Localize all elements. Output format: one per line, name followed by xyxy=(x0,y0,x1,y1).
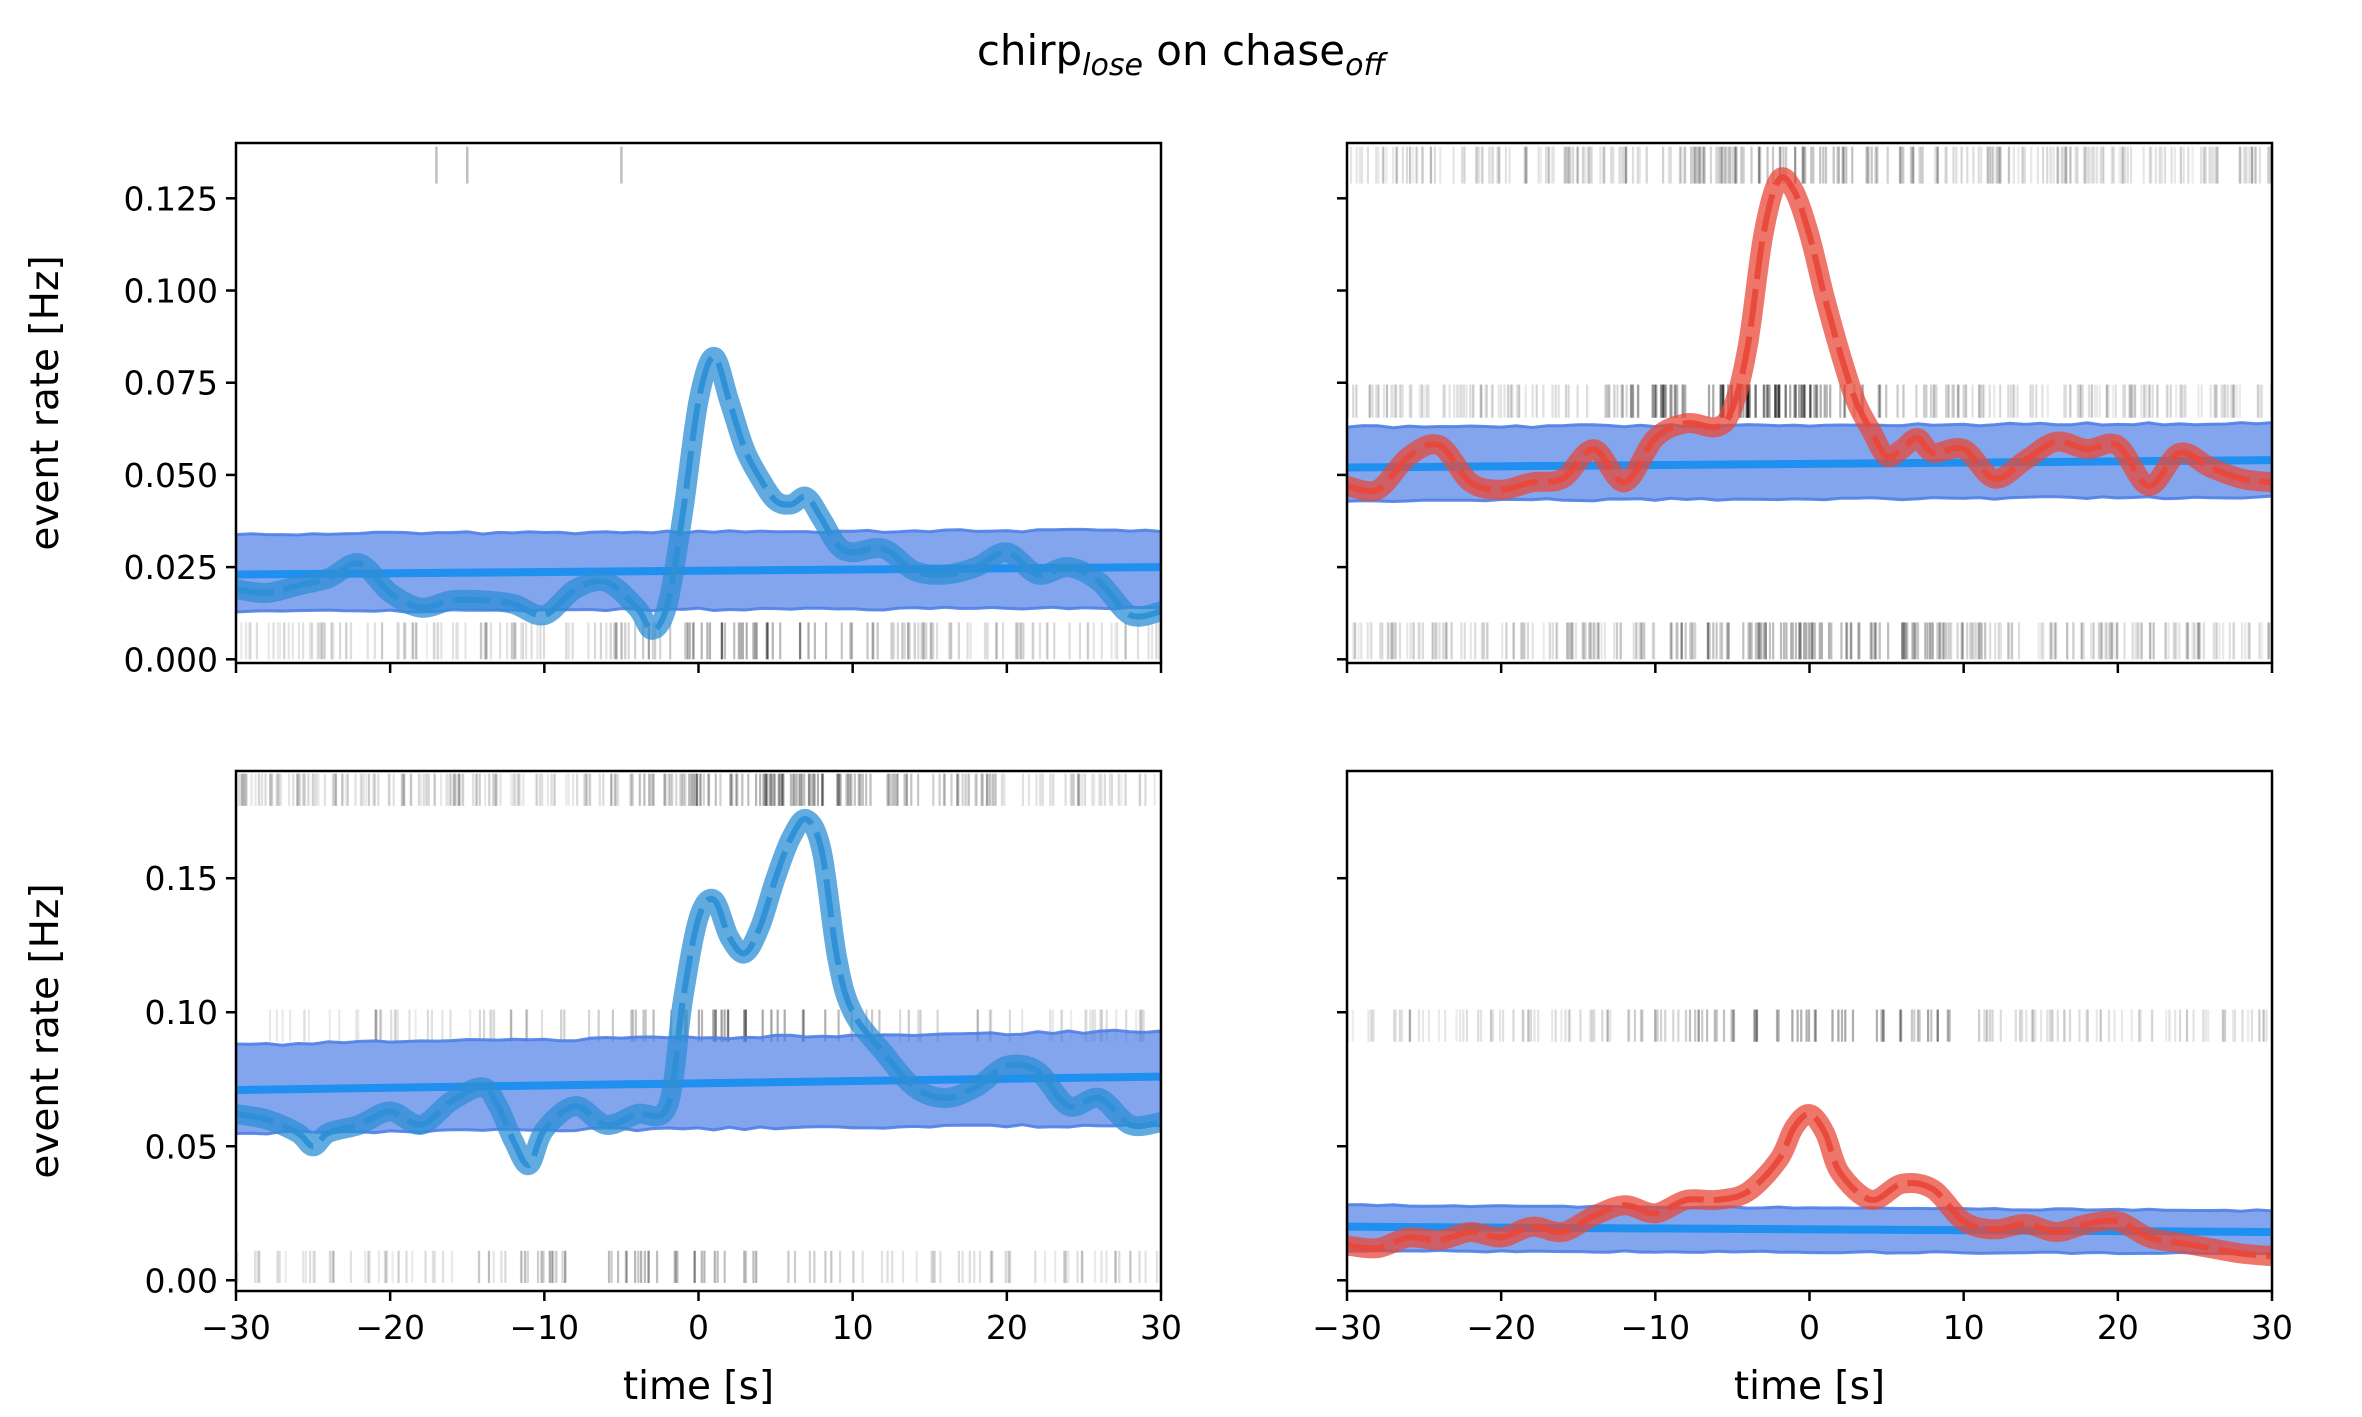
y-axis-label: event rate [Hz] xyxy=(23,883,68,1178)
figure-title: chirplose on chaseoff xyxy=(977,26,1389,83)
x-axis-label: time [s] xyxy=(623,1364,774,1409)
raster-row xyxy=(1347,622,2271,660)
x-tick-label: 30 xyxy=(2251,1308,2293,1347)
y-tick-label: 0.025 xyxy=(124,548,218,587)
panel-bottom-right: −30 −20 −10 0 10 20 30 time [s] xyxy=(1312,769,2293,1409)
y-axis-label: event rate [Hz] xyxy=(23,255,68,550)
x-tick-label: 20 xyxy=(986,1308,1028,1347)
plot-area xyxy=(236,146,1161,660)
y-tick-label: 0.125 xyxy=(124,179,218,218)
x-tick-label: 20 xyxy=(2097,1308,2139,1347)
observed-rate-line xyxy=(1347,174,2272,495)
y-tick-label: 0.075 xyxy=(124,364,218,403)
title-subscript-lose: lose xyxy=(1082,48,1143,83)
raster-row xyxy=(435,146,623,184)
x-tick-label: 0 xyxy=(688,1308,709,1347)
panel-top-left: 0.000 0.025 0.050 0.075 0.100 0.125 event rate… xyxy=(23,141,1163,679)
x-tick-label: 10 xyxy=(832,1308,874,1347)
panel-bottom-left: −30 −20 −10 0 10 20 30 0.00 0.05 0.10 0.15 event ra… xyxy=(23,769,1182,1409)
y-tick-label: 0.050 xyxy=(124,456,218,495)
observed-rate-line xyxy=(236,815,1161,1168)
x-tick-label: −20 xyxy=(355,1308,425,1347)
panel-top-right xyxy=(1337,141,2274,673)
x-tick-label: −20 xyxy=(1466,1308,1536,1347)
title-subscript-off: off xyxy=(1345,48,1388,83)
observed-rate-line xyxy=(1347,1111,2272,1260)
x-tick-label: −10 xyxy=(510,1308,580,1347)
raster-row xyxy=(237,773,1156,806)
x-tick-label: 30 xyxy=(1140,1308,1182,1347)
y-tick-label: 0.10 xyxy=(145,993,218,1032)
raster-row xyxy=(1349,146,2272,184)
raster-row xyxy=(1347,384,2272,418)
plot-area xyxy=(1347,1009,2272,1267)
y-tick-label: 0.100 xyxy=(124,272,218,311)
x-tick-label: 0 xyxy=(1799,1308,1820,1347)
raster-row xyxy=(1347,1009,2272,1042)
x-tick-label: −30 xyxy=(1312,1308,1382,1347)
x-tick-label: −10 xyxy=(1621,1308,1691,1347)
x-tick-label: 10 xyxy=(1943,1308,1985,1347)
y-tick-label: 0.000 xyxy=(124,640,218,679)
raster-row xyxy=(240,622,1161,660)
baseline-line xyxy=(236,1072,1161,1094)
raster-row xyxy=(236,1250,1161,1283)
plot-area xyxy=(1347,146,2272,660)
y-tick-label: 0.15 xyxy=(145,859,218,898)
baseline-line xyxy=(1347,456,2272,472)
y-tick-label: 0.05 xyxy=(145,1127,218,1166)
x-axis-label: time [s] xyxy=(1734,1364,1885,1409)
observed-rate-line xyxy=(236,353,1161,633)
plot-area xyxy=(236,773,1161,1283)
baseline-line xyxy=(236,563,1161,579)
x-tick-label: −30 xyxy=(201,1308,271,1347)
y-tick-label: 0.00 xyxy=(145,1261,218,1300)
